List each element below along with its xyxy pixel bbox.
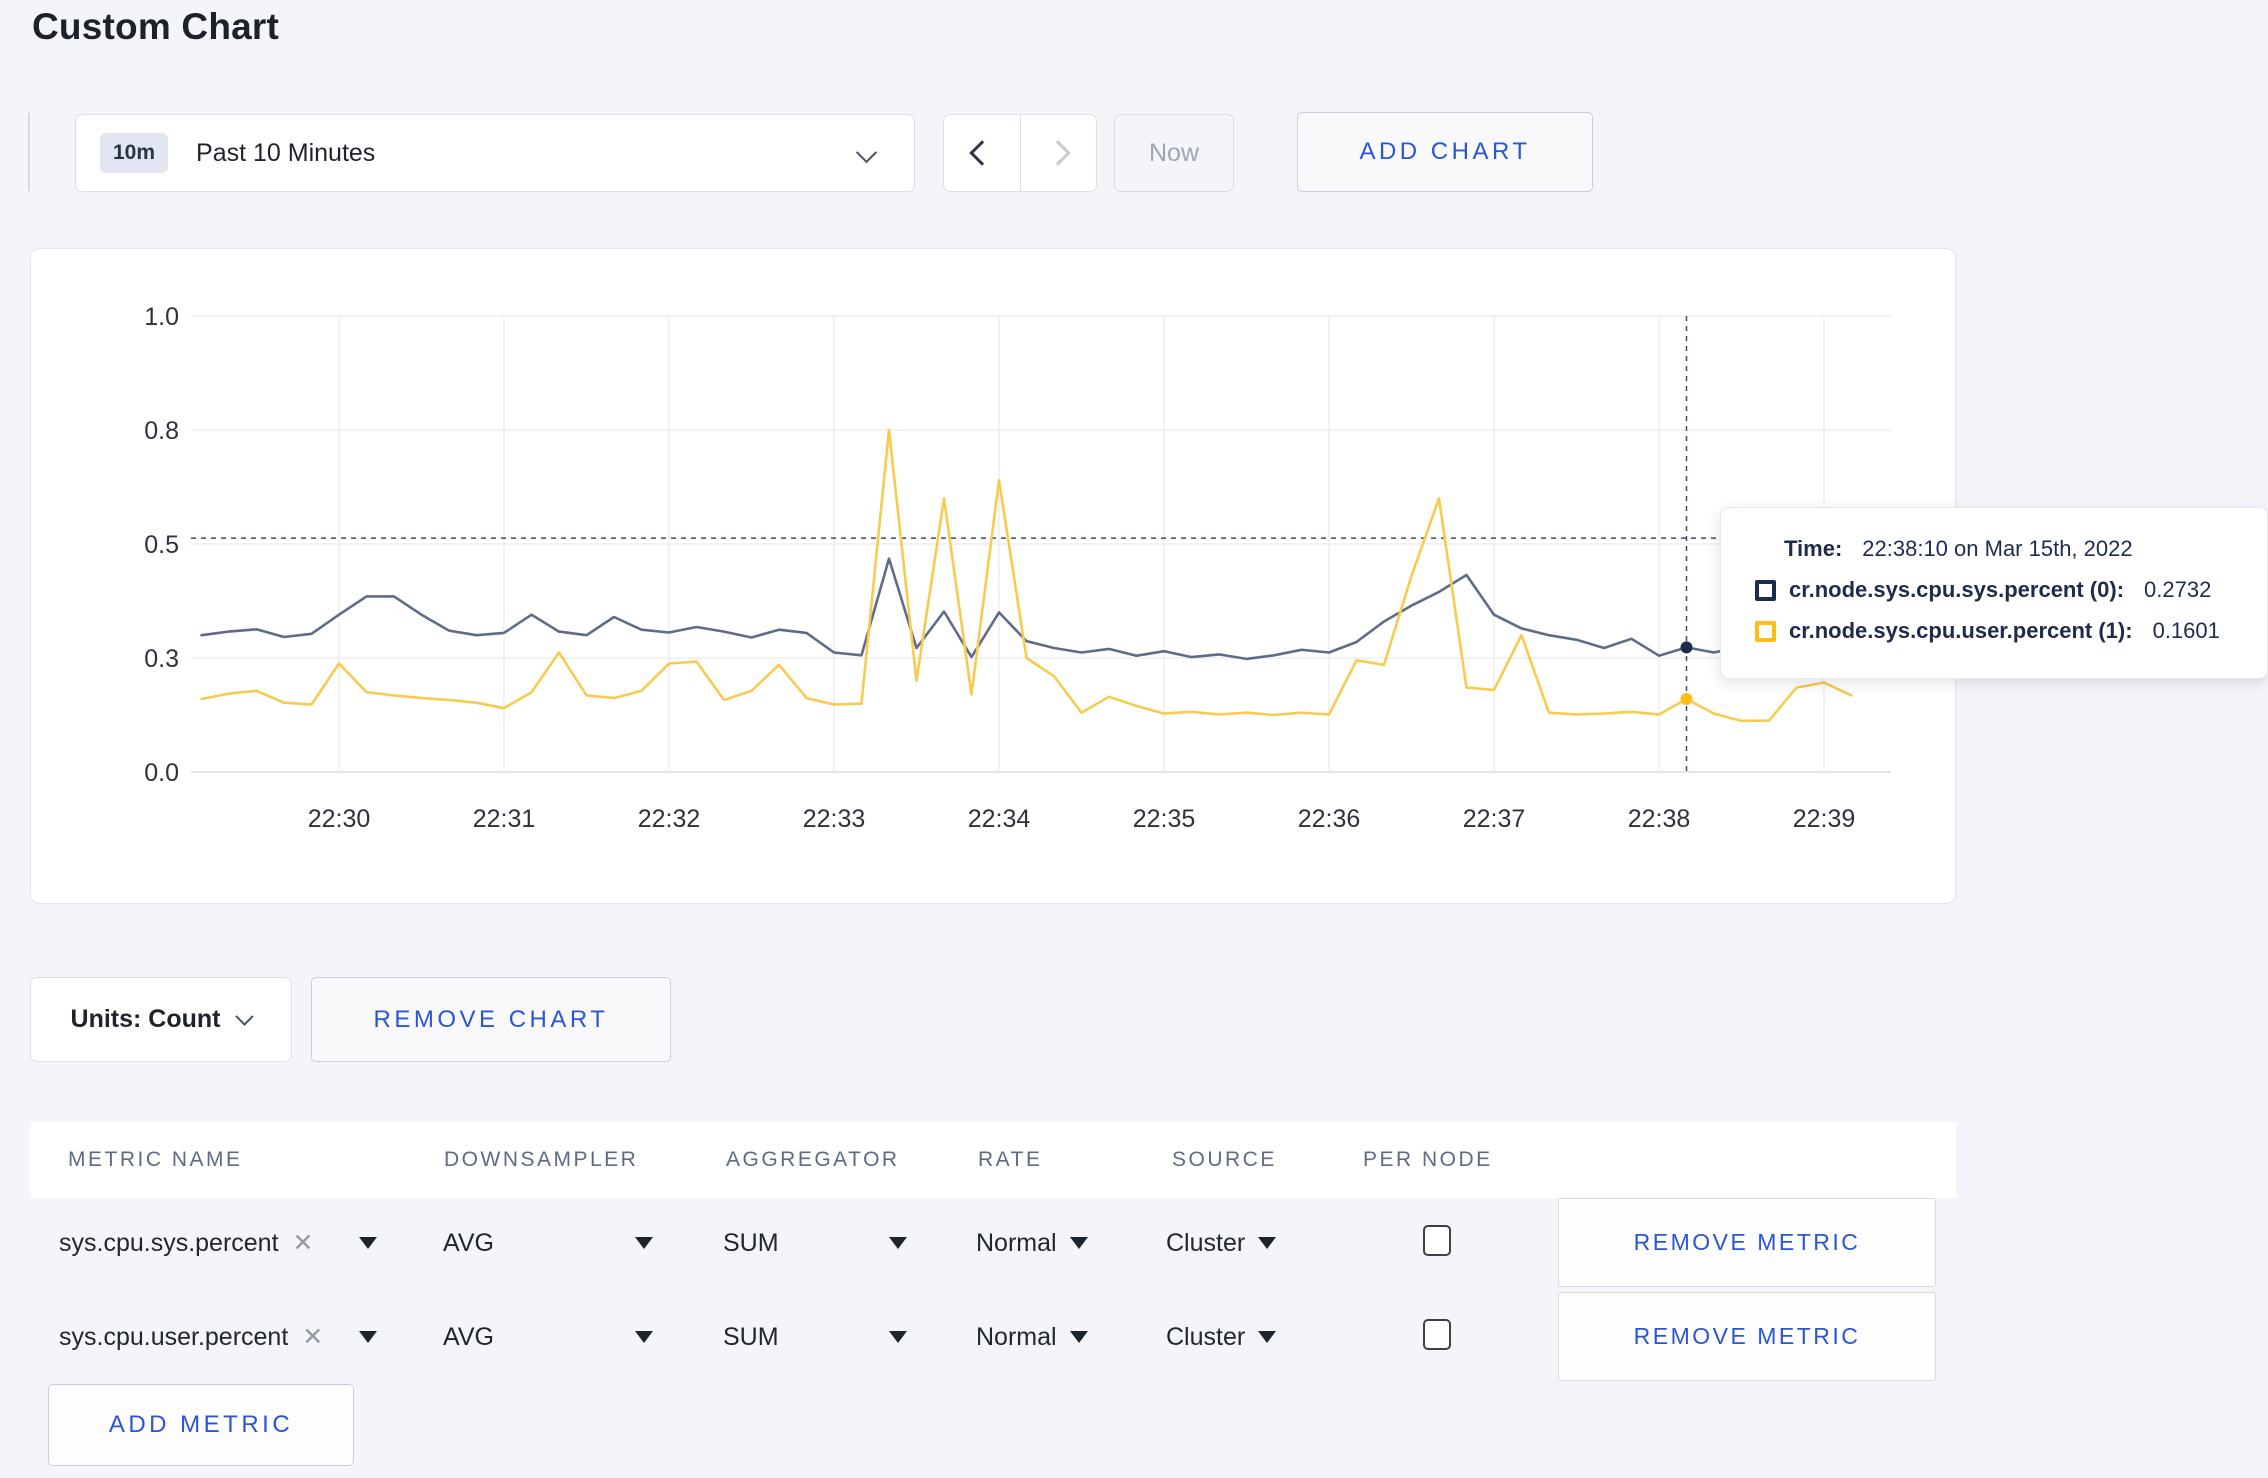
- y-tick-label: 1.0: [144, 303, 179, 331]
- y-tick-label: 0.5: [144, 531, 179, 559]
- y-tick-label: 0.8: [144, 417, 179, 445]
- metric-name-dropdown[interactable]: sys.cpu.sys.percent ✕: [59, 1197, 377, 1289]
- header-rate: RATE: [978, 1148, 1043, 1171]
- tooltip-series-value: 0.1601: [2152, 618, 2220, 643]
- tooltip-series-row: cr.node.sys.cpu.user.percent (1): 0.1601: [1755, 618, 2267, 644]
- x-tick-label: 22:35: [1133, 805, 1196, 833]
- tooltip-time-label: Time:: [1784, 536, 1843, 561]
- x-tick-label: 22:32: [638, 805, 701, 833]
- aggregator-dropdown[interactable]: SUM: [723, 1291, 907, 1383]
- x-tick-label: 22:36: [1298, 805, 1361, 833]
- metrics-table-header: METRIC NAME DOWNSAMPLER AGGREGATOR RATE …: [30, 1122, 1956, 1198]
- rate-value: Normal: [976, 1322, 1057, 1351]
- header-downsampler: DOWNSAMPLER: [444, 1148, 639, 1171]
- x-tick-label: 22:37: [1463, 805, 1526, 833]
- y-tick-label: 0.0: [144, 759, 179, 787]
- series-line-0: [200, 557, 1853, 661]
- tooltip-series-name: cr.node.sys.cpu.user.percent (1):: [1789, 618, 2133, 643]
- header-metric-name: METRIC NAME: [68, 1148, 243, 1171]
- chevron-right-icon: [1045, 140, 1071, 166]
- rate-dropdown[interactable]: Normal: [976, 1197, 1088, 1289]
- now-button[interactable]: Now: [1114, 114, 1234, 192]
- x-tick-label: 22:33: [803, 805, 866, 833]
- downsampler-dropdown[interactable]: AVG: [443, 1291, 653, 1383]
- add-chart-button[interactable]: ADD CHART: [1297, 112, 1593, 192]
- highlight-dot-1: [1680, 692, 1693, 705]
- per-node-checkbox[interactable]: [1423, 1319, 1451, 1350]
- toolbar-divider: [28, 113, 30, 191]
- tooltip-time-value: 22:38:10 on Mar 15th, 2022: [1862, 536, 2133, 561]
- downsampler-value: AVG: [443, 1322, 494, 1351]
- tooltip-series-row: cr.node.sys.cpu.sys.percent (0): 0.2732: [1755, 577, 2267, 603]
- aggregator-value: SUM: [723, 1322, 779, 1351]
- x-tick-label: 22:34: [968, 805, 1031, 833]
- time-range-label: Past 10 Minutes: [196, 138, 376, 167]
- rate-dropdown[interactable]: Normal: [976, 1291, 1088, 1383]
- metric-row: sys.cpu.user.percent ✕ AVG SUM Normal Cl…: [30, 1291, 1956, 1383]
- dropdown-caret-icon: [1258, 1237, 1277, 1249]
- series-swatch-icon: [1755, 579, 1776, 601]
- tooltip-time-row: Time: 22:38:10 on Mar 15th, 2022: [1755, 536, 2267, 562]
- time-nav-group: [943, 114, 1097, 192]
- add-metric-button[interactable]: ADD METRIC: [48, 1384, 354, 1466]
- tooltip-series-value: 0.2732: [2144, 577, 2212, 602]
- dropdown-caret-icon: [1069, 1237, 1088, 1249]
- timeseries-chart[interactable]: 0.0 0.3 0.5 0.8 1.0 22:30 22:31 22:32 22:33 22:34…: [31, 249, 1957, 905]
- metric-name-value: sys.cpu.sys.percent: [59, 1228, 279, 1257]
- time-range-dropdown[interactable]: 10m Past 10 Minutes: [75, 114, 915, 192]
- dropdown-caret-icon: [889, 1331, 907, 1343]
- header-aggregator: AGGREGATOR: [726, 1148, 900, 1171]
- units-label: Units: Count: [70, 1005, 221, 1033]
- chevron-down-icon: [235, 1007, 255, 1026]
- units-dropdown[interactable]: Units: Count: [30, 977, 292, 1062]
- y-tick-label: 0.3: [144, 645, 179, 673]
- metric-name-dropdown[interactable]: sys.cpu.user.percent ✕: [59, 1291, 377, 1383]
- source-value: Cluster: [1166, 1322, 1246, 1351]
- remove-metric-button[interactable]: REMOVE METRIC: [1558, 1292, 1936, 1381]
- source-dropdown[interactable]: Cluster: [1166, 1197, 1277, 1289]
- x-tick-label: 22:38: [1628, 805, 1691, 833]
- aggregator-dropdown[interactable]: SUM: [723, 1197, 907, 1289]
- series-swatch-icon: [1755, 620, 1776, 642]
- remove-metric-button[interactable]: REMOVE METRIC: [1558, 1198, 1936, 1287]
- dropdown-caret-icon: [359, 1331, 377, 1343]
- header-per-node: PER NODE: [1363, 1148, 1493, 1171]
- per-node-checkbox[interactable]: [1423, 1225, 1451, 1256]
- x-tick-label: 22:39: [1793, 805, 1856, 833]
- dropdown-caret-icon: [635, 1331, 653, 1343]
- dropdown-caret-icon: [1258, 1331, 1277, 1343]
- chart-card: 0.0 0.3 0.5 0.8 1.0 22:30 22:31 22:32 22:33 22:34…: [30, 248, 2268, 905]
- dropdown-caret-icon: [359, 1237, 377, 1249]
- downsampler-value: AVG: [443, 1228, 494, 1257]
- x-tick-label: 22:30: [308, 805, 371, 833]
- dropdown-caret-icon: [635, 1237, 653, 1249]
- chevron-left-icon: [969, 140, 995, 166]
- page-title: Custom Chart: [32, 6, 280, 47]
- time-range-badge: 10m: [100, 133, 169, 173]
- source-value: Cluster: [1166, 1228, 1246, 1257]
- series-line-1: [200, 428, 1853, 723]
- highlight-dot-0: [1680, 641, 1693, 654]
- dropdown-caret-icon: [889, 1237, 907, 1249]
- chevron-down-icon: [855, 142, 878, 164]
- time-forward-button[interactable]: [1019, 115, 1097, 191]
- source-dropdown[interactable]: Cluster: [1166, 1291, 1277, 1383]
- remove-chart-button[interactable]: REMOVE CHART: [311, 977, 671, 1062]
- rate-value: Normal: [976, 1228, 1057, 1257]
- time-back-button[interactable]: [944, 115, 1020, 191]
- downsampler-dropdown[interactable]: AVG: [443, 1197, 653, 1289]
- dropdown-caret-icon: [1069, 1331, 1088, 1343]
- clear-metric-icon[interactable]: ✕: [292, 1229, 314, 1257]
- aggregator-value: SUM: [723, 1228, 779, 1257]
- metric-row: sys.cpu.sys.percent ✕ AVG SUM Normal Clu…: [30, 1197, 1956, 1289]
- clear-metric-icon[interactable]: ✕: [302, 1323, 324, 1351]
- metric-name-value: sys.cpu.user.percent: [59, 1322, 289, 1351]
- chart-tooltip: Time: 22:38:10 on Mar 15th, 2022 cr.node…: [1720, 507, 2268, 679]
- header-source: SOURCE: [1172, 1148, 1277, 1171]
- tooltip-series-name: cr.node.sys.cpu.sys.percent (0):: [1789, 577, 2125, 602]
- x-tick-label: 22:31: [473, 805, 536, 833]
